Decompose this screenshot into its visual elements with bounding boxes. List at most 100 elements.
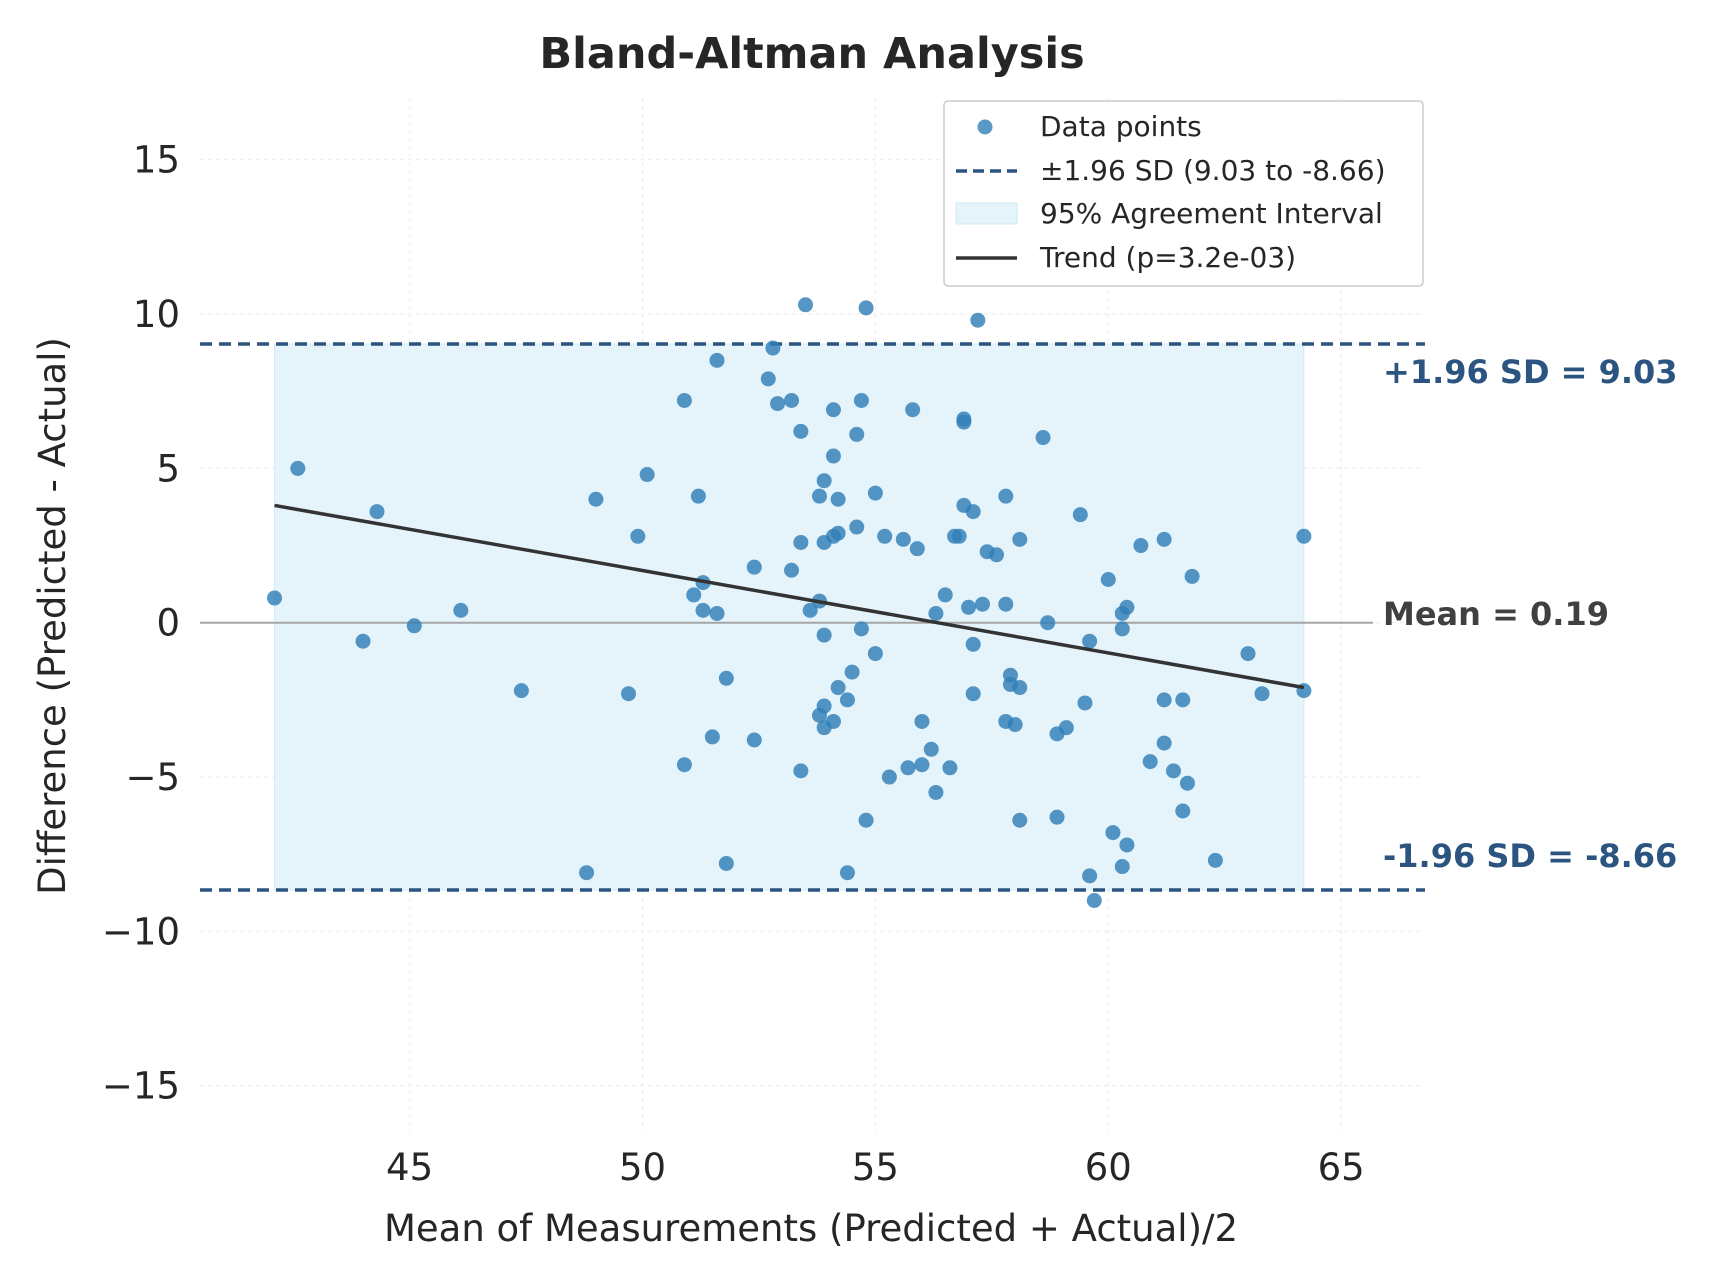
data-point	[839, 692, 855, 708]
data-point	[765, 340, 781, 356]
data-point	[290, 460, 306, 476]
data-point	[760, 371, 776, 387]
y-tick-label: −5	[125, 756, 180, 799]
data-point	[928, 605, 944, 621]
data-point	[1156, 531, 1172, 547]
data-point	[1184, 568, 1200, 584]
y-axis-ticks: 15 10 5 0 −5 −10 −15	[102, 139, 180, 1108]
data-point	[355, 633, 371, 649]
data-point	[914, 713, 930, 729]
data-point	[988, 547, 1004, 563]
data-point	[975, 596, 991, 612]
data-point	[1058, 720, 1074, 736]
data-point	[881, 769, 897, 785]
data-point	[853, 621, 869, 637]
data-point	[900, 760, 916, 776]
data-point	[793, 423, 809, 439]
data-point	[858, 812, 874, 828]
data-point	[1165, 763, 1181, 779]
trend-line	[274, 503, 1305, 690]
data-point	[709, 352, 725, 368]
data-point	[406, 618, 422, 634]
data-point	[830, 491, 846, 507]
data-point	[909, 541, 925, 557]
x-tick-label: 65	[1318, 1146, 1365, 1189]
data-point	[267, 590, 283, 606]
data-point	[1207, 852, 1223, 868]
data-point	[849, 426, 865, 442]
data-point	[1012, 680, 1028, 696]
legend: Data points ±1.96 SD (9.03 to -8.66) 95%…	[943, 100, 1424, 287]
data-point	[718, 855, 734, 871]
data-point	[816, 473, 832, 489]
data-point	[746, 559, 762, 575]
data-point	[1254, 686, 1270, 702]
data-point	[1114, 859, 1130, 875]
data-point	[965, 636, 981, 652]
data-point	[951, 528, 967, 544]
data-point	[676, 392, 692, 408]
data-point	[639, 467, 655, 483]
data-point	[844, 664, 860, 680]
data-point	[965, 504, 981, 520]
data-point	[1240, 646, 1256, 662]
data-point	[1012, 531, 1028, 547]
data-point	[784, 562, 800, 578]
data-points	[267, 297, 1312, 909]
data-point	[784, 392, 800, 408]
legend-label-data-points: Data points	[1040, 110, 1202, 143]
data-point	[1100, 572, 1116, 588]
data-point	[802, 602, 818, 618]
x-tick-label: 45	[386, 1146, 433, 1189]
data-point	[965, 686, 981, 702]
data-point	[1156, 735, 1172, 751]
data-point	[579, 865, 595, 881]
x-axis-label: Mean of Measurements (Predicted + Actual…	[384, 1207, 1238, 1250]
data-point	[1156, 692, 1172, 708]
data-point	[853, 392, 869, 408]
data-point	[1082, 633, 1098, 649]
data-point	[998, 596, 1014, 612]
data-point	[825, 402, 841, 418]
data-point	[928, 784, 944, 800]
data-point	[709, 605, 725, 621]
legend-label-loa: ±1.96 SD (9.03 to -8.66)	[1040, 154, 1386, 187]
legend-box	[943, 100, 1424, 287]
data-point	[839, 865, 855, 881]
legend-label-trend: Trend (p=3.2e-03)	[1039, 241, 1296, 274]
agreement-interval-band	[274, 343, 1305, 891]
y-tick-label: −10	[102, 910, 180, 953]
legend-label-agreement: 95% Agreement Interval	[1040, 197, 1383, 230]
data-point	[811, 488, 827, 504]
data-point	[830, 525, 846, 541]
data-point	[770, 396, 786, 412]
data-point	[686, 587, 702, 603]
x-axis-ticks: 45 50 55 60 65	[386, 1146, 1365, 1189]
data-point	[718, 670, 734, 686]
data-point	[830, 680, 846, 696]
data-point	[923, 741, 939, 757]
data-point	[961, 599, 977, 615]
data-point	[1142, 754, 1158, 770]
data-point	[1007, 717, 1023, 733]
x-tick-label: 60	[1085, 1146, 1132, 1189]
data-point	[937, 587, 953, 603]
data-point	[695, 602, 711, 618]
x-tick-label: 55	[852, 1146, 899, 1189]
data-point	[1114, 621, 1130, 637]
data-point	[1072, 507, 1088, 523]
data-point	[998, 488, 1014, 504]
data-point	[1077, 695, 1093, 711]
data-point	[1133, 538, 1149, 554]
chart-title: Bland-Altman Analysis	[539, 29, 1084, 79]
data-point	[1082, 868, 1098, 884]
data-point	[970, 312, 986, 328]
data-point	[849, 519, 865, 535]
data-point	[1296, 528, 1312, 544]
data-point	[816, 698, 832, 714]
y-tick-label: 15	[133, 139, 180, 182]
x-tick-label: 50	[619, 1146, 666, 1189]
data-point	[905, 402, 921, 418]
data-point	[1086, 893, 1102, 909]
